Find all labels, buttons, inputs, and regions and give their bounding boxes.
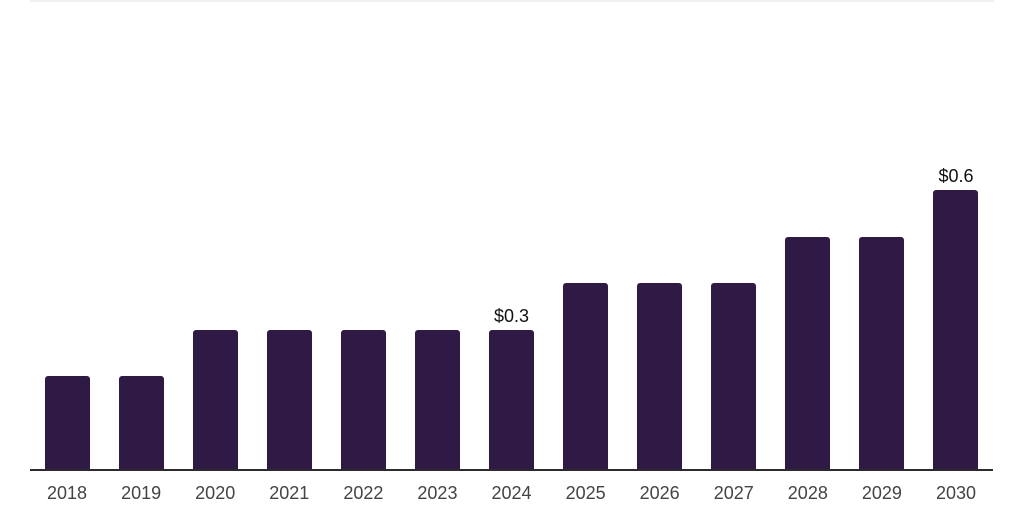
x-tick-2020: 2020 <box>195 483 236 503</box>
bar-group-2023 <box>400 0 474 469</box>
x-tick-2019: 2019 <box>121 483 162 503</box>
bar-group-2025 <box>549 0 623 469</box>
x-axis-line <box>30 469 993 471</box>
bar-2019 <box>118 376 164 469</box>
x-tick-2021: 2021 <box>269 483 310 503</box>
bar-group-2024: $0.3 <box>474 0 548 469</box>
bar-group-2022 <box>326 0 400 469</box>
bar-group-2028 <box>771 0 845 469</box>
x-tick-2030: 2030 <box>935 483 976 503</box>
plot-top-border <box>30 0 994 2</box>
bar-2029 <box>859 236 905 469</box>
x-tick-2028: 2028 <box>787 483 828 503</box>
bar-2026 <box>637 283 683 469</box>
bar-2021 <box>266 329 312 469</box>
x-tick-2022: 2022 <box>343 483 384 503</box>
bar-group-2027 <box>697 0 771 469</box>
bar-2020 <box>192 329 238 469</box>
bar-2030 <box>933 190 979 469</box>
bar-group-2026 <box>623 0 697 469</box>
bar-2027 <box>711 283 757 469</box>
bar-2024 <box>489 329 534 469</box>
bar-group-2020 <box>178 0 252 469</box>
x-tick-2023: 2023 <box>417 483 458 503</box>
x-tick-2018: 2018 <box>47 483 88 503</box>
bar-2025 <box>563 283 609 469</box>
x-tick-2025: 2025 <box>565 483 606 503</box>
bar-group-2030: $0.6 <box>919 0 993 469</box>
bar-2028 <box>785 236 831 469</box>
x-tick-2026: 2026 <box>639 483 680 503</box>
bar-value-label-2030: $0.6 <box>938 166 974 186</box>
bar-group-2018 <box>30 0 104 469</box>
bar-group-2029 <box>845 0 919 469</box>
bar-value-label-2024: $0.3 <box>493 305 530 326</box>
x-tick-2029: 2029 <box>861 483 902 503</box>
bar-group-2019 <box>104 0 178 469</box>
x-tick-2027: 2027 <box>713 483 754 503</box>
x-axis-labels: 2018 2019 2020 2021 2022 2023 2024 2025 2026 2027… <box>30 483 993 505</box>
x-tick-2024: 2024 <box>491 483 532 503</box>
bar-2022 <box>340 329 386 469</box>
bar-2018 <box>44 376 90 469</box>
bar-2023 <box>414 329 460 469</box>
plot-area: $0.3 $0.6 <box>30 0 993 469</box>
bar-group-2021 <box>252 0 326 469</box>
